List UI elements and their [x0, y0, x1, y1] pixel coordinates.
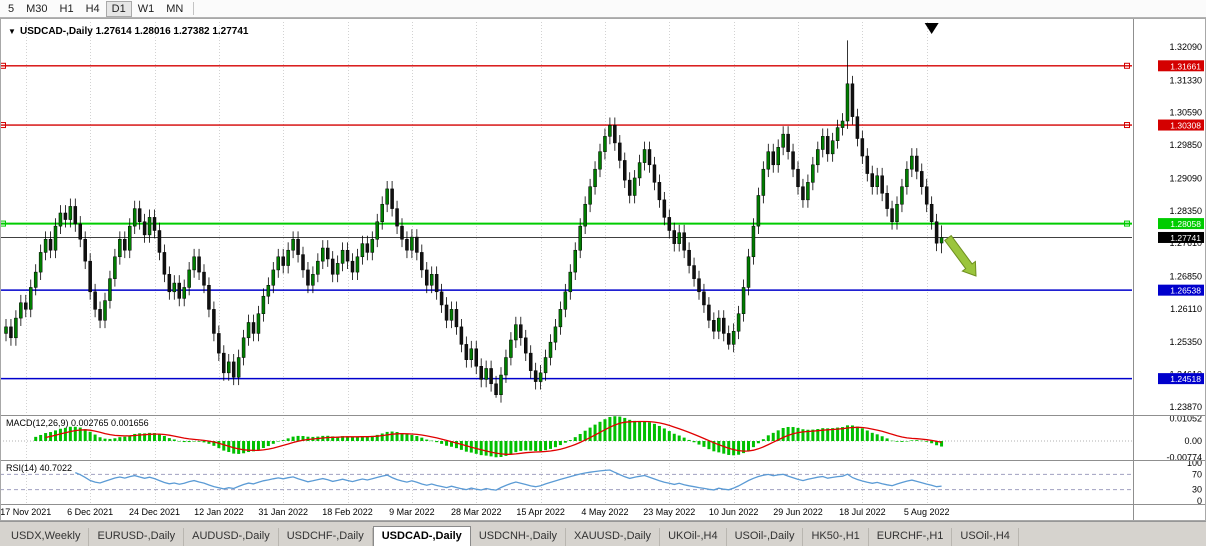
svg-text:1.26110: 1.26110 — [1170, 304, 1202, 314]
tab-xauusd-daily[interactable]: XAUUSD-,Daily — [566, 528, 661, 546]
price-tag — [1158, 284, 1204, 296]
tab-usoil-daily[interactable]: USOil-,Daily — [727, 528, 804, 546]
macd-label: MACD(12,26,9) 0.002765 0.001656 — [6, 418, 149, 428]
price-axis-labels: 1.32090 1.31330 1.30590 1.29850 1.29090 1.283… — [1166, 42, 1202, 506]
tab-usdcad-daily[interactable]: USDCAD-,Daily — [372, 526, 471, 546]
timeframe-button-d1[interactable]: D1 — [105, 0, 132, 17]
svg-text:1.28350: 1.28350 — [1169, 206, 1202, 216]
svg-text:1.31330: 1.31330 — [1169, 75, 1202, 85]
tab-usdchf-daily[interactable]: USDCHF-,Daily — [279, 528, 373, 546]
line-anchor-marker[interactable] — [1124, 122, 1130, 129]
svg-text:1.30308: 1.30308 — [1170, 121, 1201, 131]
tab-ukoil-h4[interactable]: UKOil-,H4 — [660, 528, 727, 546]
price-axis[interactable] — [1134, 18, 1206, 521]
timeframe-button-w1[interactable]: W1 — [137, 2, 155, 15]
svg-text:1.29850: 1.29850 — [1169, 140, 1202, 150]
tab-audusd-daily[interactable]: AUDUSD-,Daily — [184, 528, 279, 546]
rsi-label: RSI(14) 40.7022 — [6, 463, 72, 473]
rsi-indicator — [0, 469, 1132, 491]
svg-text:1.26538: 1.26538 — [1170, 286, 1201, 296]
svg-text:1.27741: 1.27741 — [1170, 233, 1201, 243]
tab-eurchf-h1[interactable]: EURCHF-,H1 — [869, 528, 953, 546]
date-label: 29 Jun 2022 — [773, 507, 823, 517]
chart-window: 1.32090 1.31330 1.30590 1.29850 1.29090 1.283… — [0, 18, 1206, 521]
svg-text:-0.00774: -0.00774 — [1166, 453, 1202, 463]
svg-text:1.23870: 1.23870 — [1169, 402, 1202, 412]
svg-text:1.28058: 1.28058 — [1170, 219, 1201, 229]
svg-text:1.27610: 1.27610 — [1169, 238, 1202, 248]
svg-text:1.29090: 1.29090 — [1169, 173, 1202, 183]
tab-usdcnh-daily[interactable]: USDCNH-,Daily — [471, 528, 567, 546]
date-label: 6 Dec 2021 — [67, 507, 113, 517]
tab-eurusd-daily[interactable]: EURUSD-,Daily — [89, 528, 185, 546]
timeframe-button-m30[interactable]: M30 — [26, 2, 48, 15]
toolbar-separator — [193, 2, 195, 15]
date-label: 10 Jun 2022 — [709, 507, 759, 517]
line-anchor-marker[interactable] — [1124, 220, 1130, 227]
svg-text:1.32090: 1.32090 — [1169, 42, 1202, 52]
svg-text:1.25350: 1.25350 — [1169, 337, 1202, 347]
date-label: 9 Mar 2022 — [389, 507, 435, 517]
timeframe-button-mn[interactable]: MN — [166, 2, 184, 15]
date-label: 12 Jan 2022 — [194, 507, 244, 517]
down-arrow-marker-icon[interactable] — [924, 23, 939, 34]
svg-text:1.26850: 1.26850 — [1169, 271, 1202, 281]
timeframe-button-h4[interactable]: H4 — [85, 2, 100, 15]
symbol-tab-bar: USDX,Weekly EURUSD-,Daily AUDUSD-,Daily USD… — [0, 521, 1206, 546]
date-label: 18 Feb 2022 — [322, 507, 373, 517]
tab-usdx-weekly[interactable]: USDX,Weekly — [3, 528, 90, 546]
date-label: 24 Dec 2021 — [129, 507, 180, 517]
timeframe-button-5[interactable]: 5 — [8, 2, 15, 15]
price-tag — [1158, 60, 1204, 72]
date-label: 23 May 2022 — [643, 507, 695, 517]
svg-text:0.00: 0.00 — [1184, 436, 1202, 446]
horizontal-level-lines[interactable] — [0, 62, 1132, 380]
date-label: 15 Apr 2022 — [516, 507, 565, 517]
svg-text:1.31661: 1.31661 — [1170, 61, 1201, 71]
svg-text:1.24518: 1.24518 — [1170, 374, 1201, 384]
tab-hk50-h1[interactable]: HK50-,H1 — [803, 528, 869, 546]
svg-text:0: 0 — [1197, 496, 1202, 506]
trend-arrow-icon[interactable] — [944, 234, 977, 277]
svg-text:1.30590: 1.30590 — [1169, 108, 1202, 118]
date-axis[interactable]: 17 Nov 2021 6 Dec 2021 24 Dec 2021 12 Jan 2… — [0, 507, 949, 517]
svg-text:30: 30 — [1192, 485, 1202, 495]
price-tag — [1158, 373, 1204, 385]
svg-text:100: 100 — [1187, 458, 1202, 468]
svg-text:70: 70 — [1192, 469, 1202, 479]
drawn-arrows[interactable] — [924, 23, 977, 277]
date-label: 4 May 2022 — [581, 507, 628, 517]
date-label: 17 Nov 2021 — [0, 507, 51, 517]
line-anchor-marker[interactable] — [1124, 62, 1130, 69]
price-tag — [1158, 231, 1204, 243]
tab-usoil-h4[interactable]: USOil-,H4 — [952, 528, 1019, 546]
chart-menu-icon[interactable]: ▼ — [8, 27, 16, 36]
macd-indicator — [0, 416, 1132, 458]
chart-plot-area[interactable] — [0, 18, 1132, 521]
timeframe-toolbar: 5 M30 H1 H4 D1 W1 MN — [0, 0, 1206, 18]
chart-header: USDCAD-,Daily 1.27614 1.28016 1.27382 1.… — [20, 26, 249, 37]
date-label: 28 Mar 2022 — [451, 507, 502, 517]
timeframe-button-h1[interactable]: H1 — [59, 2, 74, 15]
price-tag — [1158, 119, 1204, 131]
svg-text:0.01052: 0.01052 — [1169, 414, 1202, 424]
date-label: 18 Jul 2022 — [839, 507, 886, 517]
price-tags: 1.31661 1.30308 1.28058 1.26538 1.24518 1.277… — [1158, 60, 1204, 385]
date-label: 31 Jan 2022 — [258, 507, 308, 517]
date-label: 5 Aug 2022 — [904, 507, 950, 517]
candlestick-series — [4, 40, 944, 403]
price-tag — [1158, 218, 1204, 230]
